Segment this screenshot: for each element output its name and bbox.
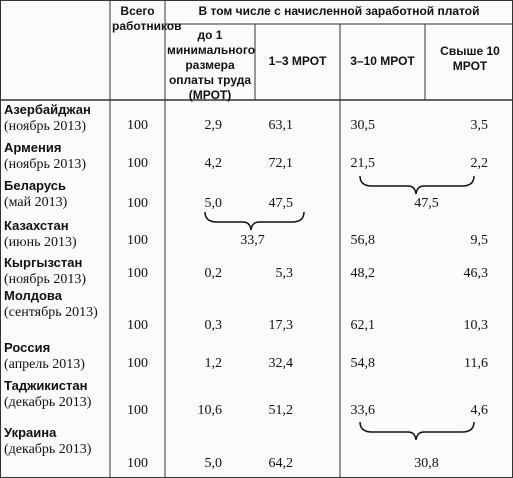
country-name: Беларусь — [4, 178, 66, 193]
period: (декабрь 2013) — [4, 395, 92, 410]
total: 100 — [127, 233, 148, 248]
value: 4,6 — [470, 403, 489, 418]
period: (апрель 2013) — [4, 357, 85, 372]
period: (ноябрь 2013) — [4, 272, 86, 287]
total: 100 — [127, 456, 148, 471]
value: 4,2 — [204, 156, 223, 171]
value: 10,3 — [463, 318, 489, 333]
period: (июнь 2013) — [4, 235, 77, 250]
value: 0,2 — [204, 266, 223, 281]
value: 5,0 — [204, 456, 223, 471]
brace — [204, 211, 305, 231]
value: 5,0 — [204, 196, 223, 211]
value: 62,1 — [350, 318, 376, 333]
header-group: В том числе с начисленной заработной пла… — [198, 4, 480, 18]
value: 32,4 — [268, 356, 294, 371]
period: (декабрь 2013) — [4, 442, 92, 457]
total: 100 — [127, 356, 148, 371]
header-column: 1–3 МРОТ — [268, 54, 327, 68]
value: 47,5 — [268, 196, 294, 211]
country-name: Кыргызстан — [4, 255, 83, 270]
period: (ноябрь 2013) — [4, 119, 86, 134]
total: 100 — [127, 156, 148, 171]
value: 33,6 — [350, 403, 376, 418]
value: 54,8 — [350, 356, 376, 371]
value: 63,1 — [268, 118, 294, 133]
period: (сентябрь 2013) — [4, 305, 98, 320]
brace — [359, 175, 475, 195]
value: 11,6 — [464, 356, 488, 371]
total: 100 — [127, 196, 148, 211]
merged-value: 30,8 — [414, 456, 439, 471]
header-column: до 1 минимального размера оплаты труда (… — [167, 28, 256, 102]
merged-value: 47,5 — [414, 196, 439, 211]
value: 17,3 — [268, 318, 294, 333]
header-total: Всего работников — [112, 4, 182, 33]
total: 100 — [127, 318, 148, 333]
country-name: Армения — [4, 140, 62, 155]
country-name: Азербайджан — [4, 102, 91, 117]
country-name: Украина — [4, 425, 57, 440]
value: 56,8 — [350, 233, 376, 248]
value: 51,2 — [268, 403, 294, 418]
value: 48,2 — [350, 266, 376, 281]
period: (ноябрь 2013) — [4, 157, 86, 172]
total: 100 — [127, 118, 148, 133]
value: 0,3 — [204, 318, 223, 333]
value: 2,2 — [470, 156, 489, 171]
total: 100 — [127, 403, 148, 418]
period: (май 2013) — [4, 195, 68, 210]
value: 72,1 — [268, 156, 294, 171]
header-column: Свыше 10 МРОТ — [440, 44, 500, 73]
value: 2,9 — [204, 118, 223, 133]
value: 64,2 — [268, 456, 294, 471]
country-name: Таджикистан — [4, 378, 88, 393]
brace — [359, 421, 475, 441]
value: 21,5 — [350, 156, 376, 171]
value: 10,6 — [197, 403, 223, 418]
value: 9,5 — [470, 233, 489, 248]
value: 3,5 — [470, 118, 489, 133]
value: 1,2 — [204, 356, 223, 371]
value: 46,3 — [463, 266, 489, 281]
merged-value: 33,7 — [240, 233, 265, 248]
country-name: Молдова — [4, 288, 62, 303]
total: 100 — [127, 266, 148, 281]
country-name: Россия — [4, 340, 51, 355]
country-name: Казахстан — [4, 218, 69, 233]
value: 30,5 — [350, 118, 376, 133]
header-column: 3–10 МРОТ — [350, 54, 415, 68]
value: 5,3 — [275, 266, 294, 281]
